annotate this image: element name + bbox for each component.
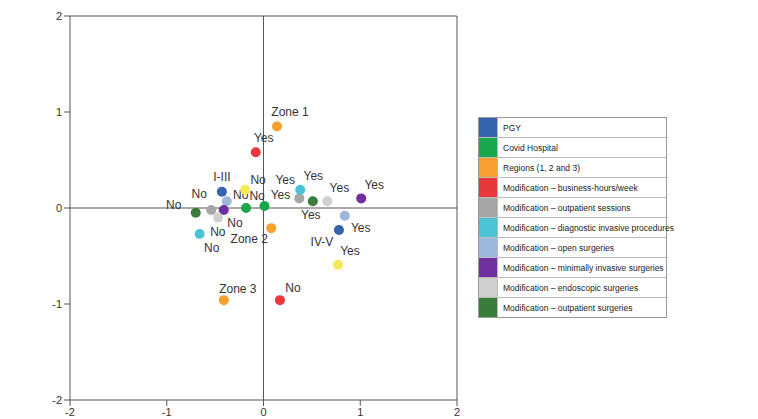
html-text:Modification – open surgeries: Modification – open surgeries bbox=[503, 242, 614, 253]
svg-text:I-III: I-III bbox=[213, 170, 230, 184]
html-text:Covid Hospital: Covid Hospital bbox=[503, 142, 558, 153]
svg-text:No: No bbox=[227, 216, 243, 230]
svg-text:Yes: Yes bbox=[330, 181, 350, 195]
html-text:Modification – outpatient surg: Modification – outpatient surgeries bbox=[503, 302, 633, 313]
svg-text:No: No bbox=[166, 198, 182, 212]
svg-text:-2: -2 bbox=[52, 394, 62, 406]
svg-text:2: 2 bbox=[56, 10, 62, 22]
html-text:Modification – minimally invas: Modification – minimally invasive surger… bbox=[503, 262, 664, 273]
svg-text:Zone 3: Zone 3 bbox=[219, 282, 257, 296]
svg-text:-1: -1 bbox=[52, 298, 62, 310]
svg-text:Yes: Yes bbox=[271, 188, 291, 202]
svg-text:No: No bbox=[249, 189, 265, 203]
svg-text:Yes: Yes bbox=[301, 208, 321, 222]
svg-text:Yes: Yes bbox=[340, 244, 360, 258]
html-text:Regions (1, 2 and 3): Regions (1, 2 and 3) bbox=[503, 162, 580, 173]
svg-text:2: 2 bbox=[454, 406, 460, 418]
svg-text:0: 0 bbox=[56, 202, 62, 214]
svg-text:1: 1 bbox=[56, 106, 62, 118]
svg-text:1: 1 bbox=[357, 406, 363, 418]
html-text:Modification – endoscopic surg: Modification – endoscopic surgeries bbox=[503, 282, 639, 293]
svg-text:No: No bbox=[285, 281, 301, 295]
svg-text:No: No bbox=[192, 187, 208, 201]
svg-text:No: No bbox=[204, 241, 220, 255]
svg-text:-1: -1 bbox=[162, 406, 172, 418]
svg-text:Zone 2: Zone 2 bbox=[231, 232, 269, 246]
html-text:PGY: PGY bbox=[503, 122, 521, 133]
svg-text:-2: -2 bbox=[65, 406, 75, 418]
svg-text:Yes: Yes bbox=[351, 221, 371, 235]
svg-text:Yes: Yes bbox=[304, 169, 324, 183]
svg-text:No: No bbox=[250, 173, 266, 187]
svg-text:IV-V: IV-V bbox=[311, 235, 334, 249]
svg-text:Yes: Yes bbox=[364, 178, 384, 192]
html-text:Modification – business-hours/: Modification – business-hours/week bbox=[503, 182, 638, 193]
svg-text:Yes: Yes bbox=[254, 131, 274, 145]
svg-text:No: No bbox=[233, 188, 249, 203]
html-text:Modification – outpatient sess: Modification – outpatient sessions bbox=[503, 202, 631, 213]
svg-text:Zone 1: Zone 1 bbox=[271, 105, 309, 119]
svg-text:No: No bbox=[210, 225, 226, 239]
svg-text:Yes: Yes bbox=[275, 173, 295, 187]
svg-text:0: 0 bbox=[260, 406, 266, 418]
html-text:Modification – diagnostic inva: Modification – diagnostic invasive proce… bbox=[503, 222, 674, 233]
